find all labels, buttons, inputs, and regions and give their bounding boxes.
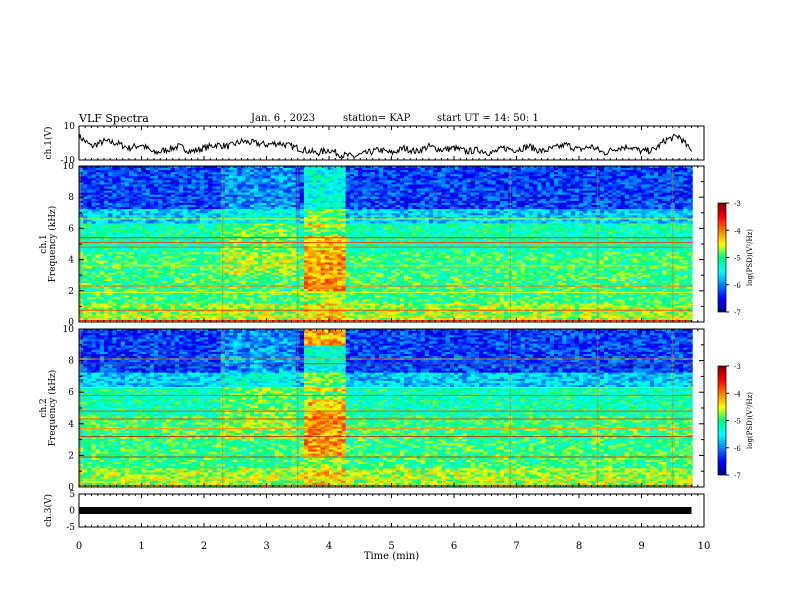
ch1-trace	[79, 134, 692, 158]
ch1-ylabel: ch.1(V)	[43, 127, 54, 160]
ch1-ytick-label: 10	[64, 122, 76, 132]
ch1-waveform-frame	[79, 126, 704, 160]
ch1-spectrogram-cells	[79, 166, 704, 322]
